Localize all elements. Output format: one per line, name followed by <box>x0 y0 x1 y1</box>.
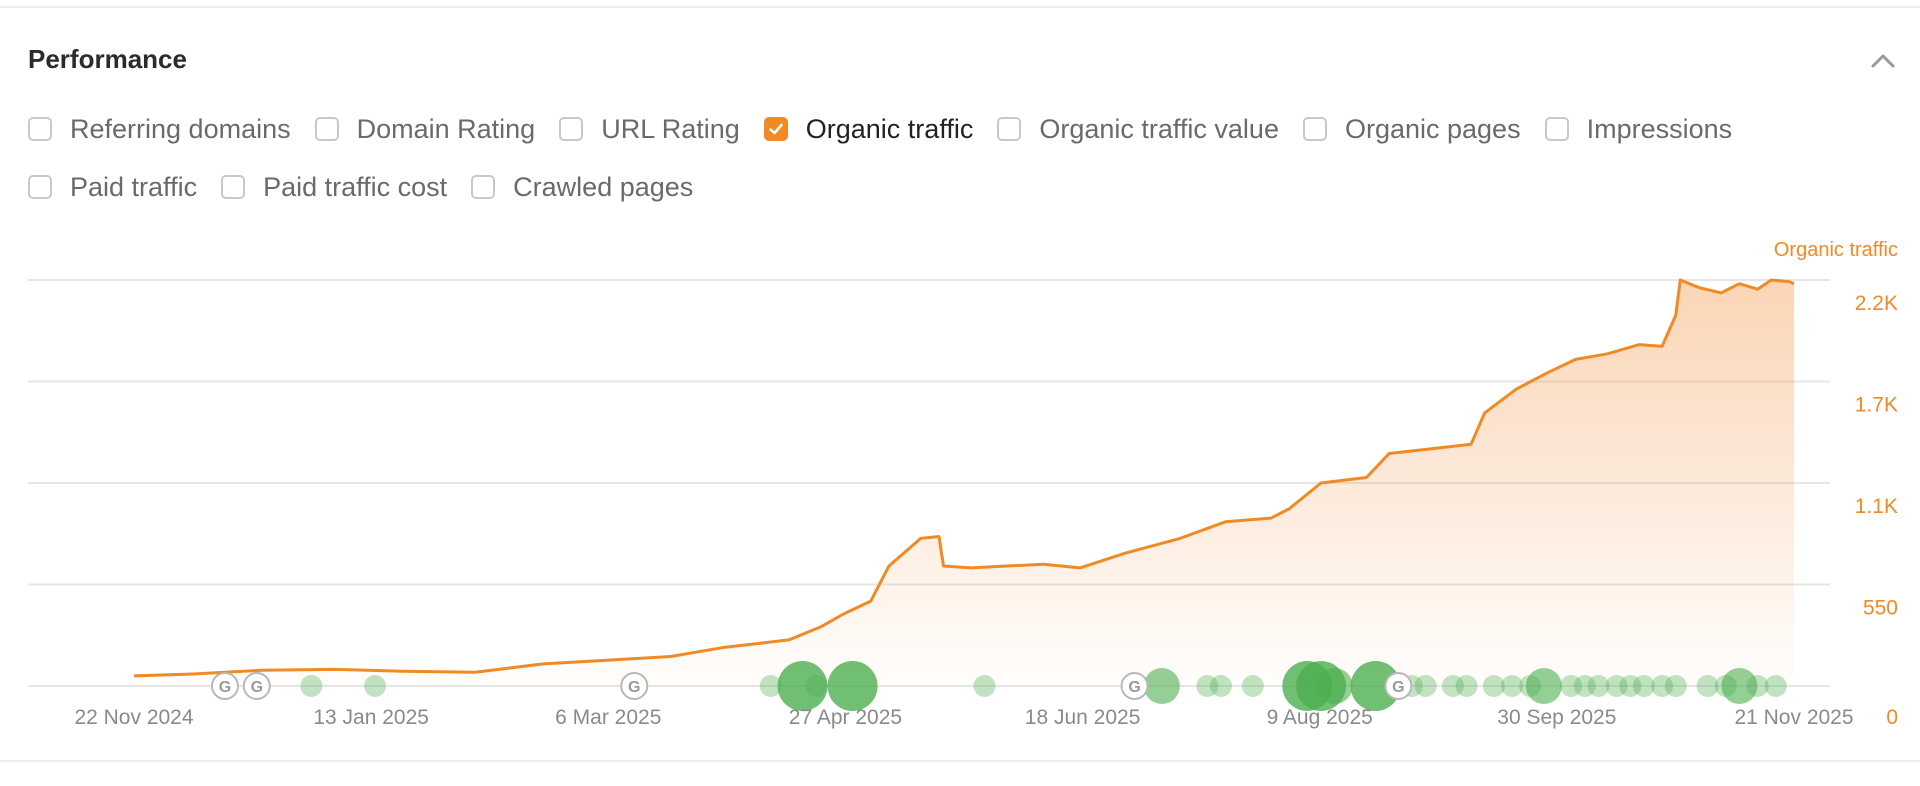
event-markers <box>300 661 1787 711</box>
event-dot[interactable] <box>805 675 828 697</box>
event-dot[interactable] <box>300 675 323 697</box>
google-update-icon[interactable]: G <box>242 672 271 700</box>
chevron-up-icon[interactable] <box>1866 44 1900 78</box>
checkbox[interactable] <box>1302 117 1327 141</box>
event-dot[interactable] <box>1632 675 1655 697</box>
x-tick-label: 13 Jan 2025 <box>313 706 429 729</box>
metric-organic-traffic-value[interactable]: Organic traffic value <box>997 114 1279 145</box>
metric-label: Paid traffic cost <box>263 171 448 202</box>
event-dot[interactable] <box>759 675 782 697</box>
metric-domain-rating[interactable]: Domain Rating <box>314 113 536 145</box>
google-update-icon[interactable]: G <box>1120 672 1149 700</box>
series-area-organic-traffic <box>134 280 1794 686</box>
event-dot[interactable] <box>1209 675 1232 697</box>
checkbox[interactable] <box>471 175 496 199</box>
x-tick-label: 18 Jun 2025 <box>1025 706 1141 729</box>
event-dot[interactable] <box>1501 675 1524 697</box>
x-tick-label: 6 Mar 2025 <box>555 706 661 729</box>
event-dot[interactable] <box>1746 675 1769 697</box>
panel-title: Performance <box>28 44 187 74</box>
metric-label: Referring domains <box>70 113 291 144</box>
event-dot[interactable] <box>1573 675 1596 697</box>
series-line-organic-traffic[interactable] <box>133 278 1795 678</box>
metric-url-rating[interactable]: URL Rating <box>559 114 740 145</box>
event-dot[interactable] <box>1143 668 1180 704</box>
event-dot[interactable] <box>1587 675 1610 697</box>
metric-label: Paid traffic <box>70 171 198 202</box>
x-tick-label: 9 Aug 2025 <box>1267 706 1373 729</box>
metric-row-2: Paid traffic Paid traffic cost Crawled p… <box>28 170 1888 204</box>
svg-text:G: G <box>628 679 640 696</box>
event-dot[interactable] <box>1721 668 1758 704</box>
svg-text:G: G <box>1392 679 1404 696</box>
x-tick-label: 30 Sep 2025 <box>1497 706 1616 729</box>
x-axis: 22 Nov 2024 13 Jan 2025 6 Mar 2025 27 Apr 2… <box>74 706 1853 729</box>
y-tick-label: 550 <box>1863 597 1898 620</box>
event-dot[interactable] <box>1605 675 1628 697</box>
y-tick-label: 1.1K <box>1855 495 1898 518</box>
event-dot[interactable] <box>1241 675 1264 697</box>
x-tick-label: 21 Nov 2025 <box>1734 706 1853 729</box>
svg-text:G: G <box>219 679 231 696</box>
event-dot[interactable] <box>1525 668 1562 704</box>
checkbox[interactable] <box>221 175 246 199</box>
svg-text:G: G <box>251 679 263 696</box>
metric-paid-traffic[interactable]: Paid traffic <box>28 172 197 203</box>
checkbox[interactable] <box>28 117 52 141</box>
event-dot[interactable] <box>1696 675 1719 697</box>
metric-label: URL Rating <box>601 113 740 144</box>
checkbox[interactable] <box>559 117 584 141</box>
event-dot[interactable] <box>1414 675 1437 697</box>
checkbox[interactable] <box>997 117 1022 141</box>
checkbox-checked[interactable] <box>763 117 788 141</box>
event-dot[interactable] <box>1316 668 1353 704</box>
event-dot[interactable] <box>364 675 387 697</box>
checkbox[interactable] <box>314 117 339 141</box>
metric-organic-pages[interactable]: Organic pages <box>1302 113 1521 145</box>
event-dot[interactable] <box>827 661 878 711</box>
event-dot[interactable] <box>1441 675 1464 697</box>
metric-label: Domain Rating <box>356 113 536 144</box>
metric-label: Organic pages <box>1344 113 1521 144</box>
y-tick-label: 0 <box>1886 706 1898 729</box>
metric-label: Crawled pages <box>513 171 694 202</box>
checkmark-icon <box>768 123 783 135</box>
metric-crawled-pages[interactable]: Crawled pages <box>471 172 693 203</box>
x-tick-label: 27 Apr 2025 <box>789 706 902 729</box>
y-axis-title: Organic traffic <box>1774 239 1898 261</box>
metric-row-1: Referring domains Domain Rating URL Rati… <box>28 112 1888 146</box>
y-axis: 0 550 1.1K 1.7K 2.2K Organic traffic <box>1774 239 1898 729</box>
event-dot[interactable] <box>1651 675 1674 697</box>
metric-label: Organic traffic value <box>1039 113 1279 144</box>
metric-paid-traffic-cost[interactable]: Paid traffic cost <box>221 172 447 203</box>
event-dot[interactable] <box>1350 661 1401 711</box>
checkbox[interactable] <box>1544 117 1569 141</box>
metric-organic-traffic[interactable]: Organic traffic <box>763 113 974 145</box>
y-tick-label: 1.7K <box>1855 394 1898 417</box>
event-dot[interactable] <box>973 675 996 697</box>
x-tick-label: 22 Nov 2024 <box>74 706 193 729</box>
metric-selector: Referring domains Domain Rating URL Rati… <box>28 112 1888 228</box>
event-dot[interactable] <box>1560 675 1583 697</box>
y-tick-label: 2.2K <box>1855 292 1898 315</box>
metric-label: Impressions <box>1586 113 1733 144</box>
google-update-icon[interactable]: G <box>210 672 239 700</box>
event-dot[interactable] <box>1619 675 1642 697</box>
google-update-icon[interactable]: G <box>1384 672 1413 700</box>
event-dot[interactable] <box>1482 675 1505 697</box>
google-update-icon[interactable]: G <box>620 672 649 700</box>
svg-text:G: G <box>1128 679 1140 696</box>
metric-referring-domains[interactable]: Referring domains <box>28 114 291 145</box>
event-dot[interactable] <box>1764 675 1787 697</box>
metric-impressions[interactable]: Impressions <box>1544 113 1733 145</box>
event-dot[interactable] <box>777 661 828 711</box>
metric-label: Organic traffic <box>805 113 974 144</box>
event-dot[interactable] <box>1664 675 1687 697</box>
event-dot[interactable] <box>1196 675 1219 697</box>
event-dot[interactable] <box>1455 675 1478 697</box>
checkbox[interactable] <box>28 175 52 199</box>
